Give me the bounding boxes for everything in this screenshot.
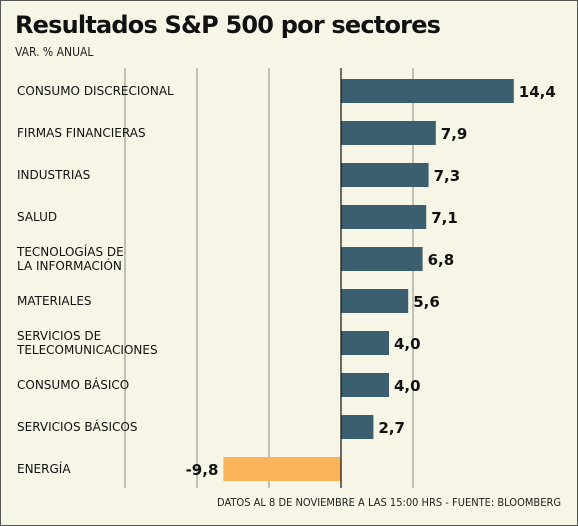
category-label: MATERIALES bbox=[17, 294, 92, 308]
chart-title: Resultados S&P 500 por sectores bbox=[15, 11, 441, 39]
source-note: DATOS AL 8 DE NOVIEMBRE A LAS 15:00 HRS … bbox=[217, 496, 561, 509]
category-label: INDUSTRIAS bbox=[17, 168, 90, 182]
category-label: LA INFORMACIÓN bbox=[17, 258, 122, 273]
category-label: TECNOLOGÍAS DE bbox=[16, 244, 124, 259]
bar bbox=[341, 415, 374, 439]
bar bbox=[341, 79, 514, 103]
category-label: CONSUMO DISCRECIONAL bbox=[17, 84, 174, 98]
bar bbox=[223, 457, 341, 481]
category-label: ENERGÍA bbox=[17, 461, 71, 476]
bar bbox=[341, 205, 427, 229]
category-label: SERVICIOS DE bbox=[17, 329, 101, 343]
value-label: 7,1 bbox=[431, 209, 458, 227]
bar bbox=[341, 247, 423, 271]
value-label: 7,3 bbox=[434, 167, 461, 185]
bar bbox=[341, 121, 436, 145]
category-label: SALUD bbox=[17, 210, 57, 224]
value-label: 5,6 bbox=[413, 293, 440, 311]
value-label: 4,0 bbox=[394, 335, 421, 353]
category-label: SERVICIOS BÁSICOS bbox=[17, 419, 137, 434]
bar bbox=[341, 331, 389, 355]
bar bbox=[341, 289, 409, 313]
value-label: 2,7 bbox=[378, 419, 405, 437]
value-label: 14,4 bbox=[519, 83, 556, 101]
category-label: CONSUMO BÁSICO bbox=[17, 377, 129, 392]
value-label: 7,9 bbox=[441, 125, 468, 143]
chart-subtitle: VAR. % ANUAL bbox=[15, 45, 94, 59]
value-label: 4,0 bbox=[394, 377, 421, 395]
category-label: FIRMAS FINANCIERAS bbox=[17, 126, 146, 140]
value-label: 6,8 bbox=[428, 251, 455, 269]
bar bbox=[341, 373, 389, 397]
category-label: TELECOMUNICACIONES bbox=[16, 343, 158, 357]
bar bbox=[341, 163, 429, 187]
value-label: -9,8 bbox=[186, 461, 219, 479]
